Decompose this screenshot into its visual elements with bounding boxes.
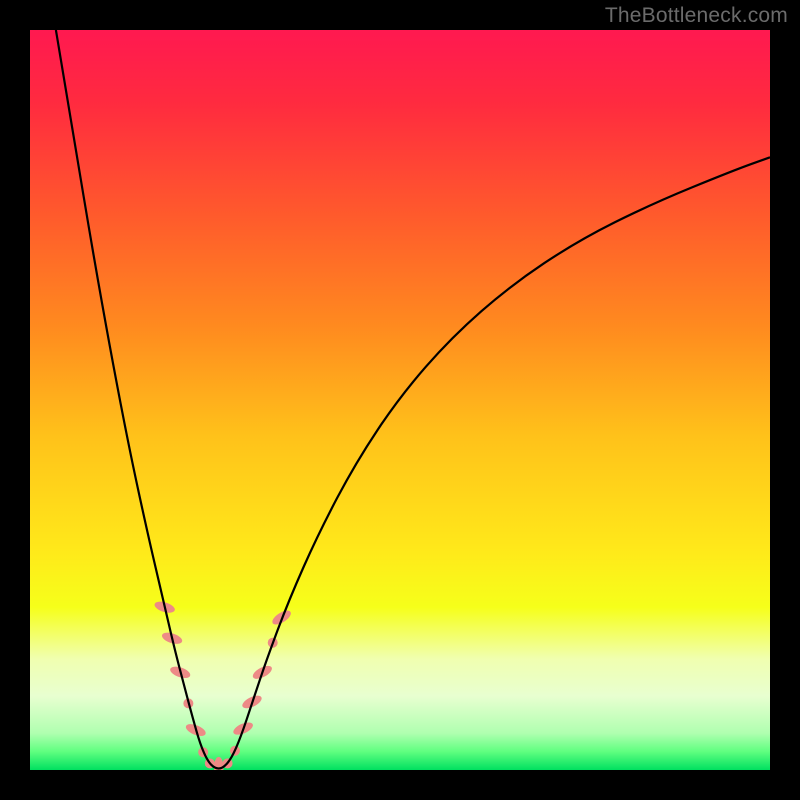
bottleneck-curve (56, 30, 770, 769)
data-markers (153, 600, 293, 770)
chart-wrapper: TheBottleneck.com (0, 0, 800, 800)
curve-layer (30, 30, 770, 770)
plot-area (30, 30, 770, 770)
watermark-text: TheBottleneck.com (605, 4, 788, 28)
